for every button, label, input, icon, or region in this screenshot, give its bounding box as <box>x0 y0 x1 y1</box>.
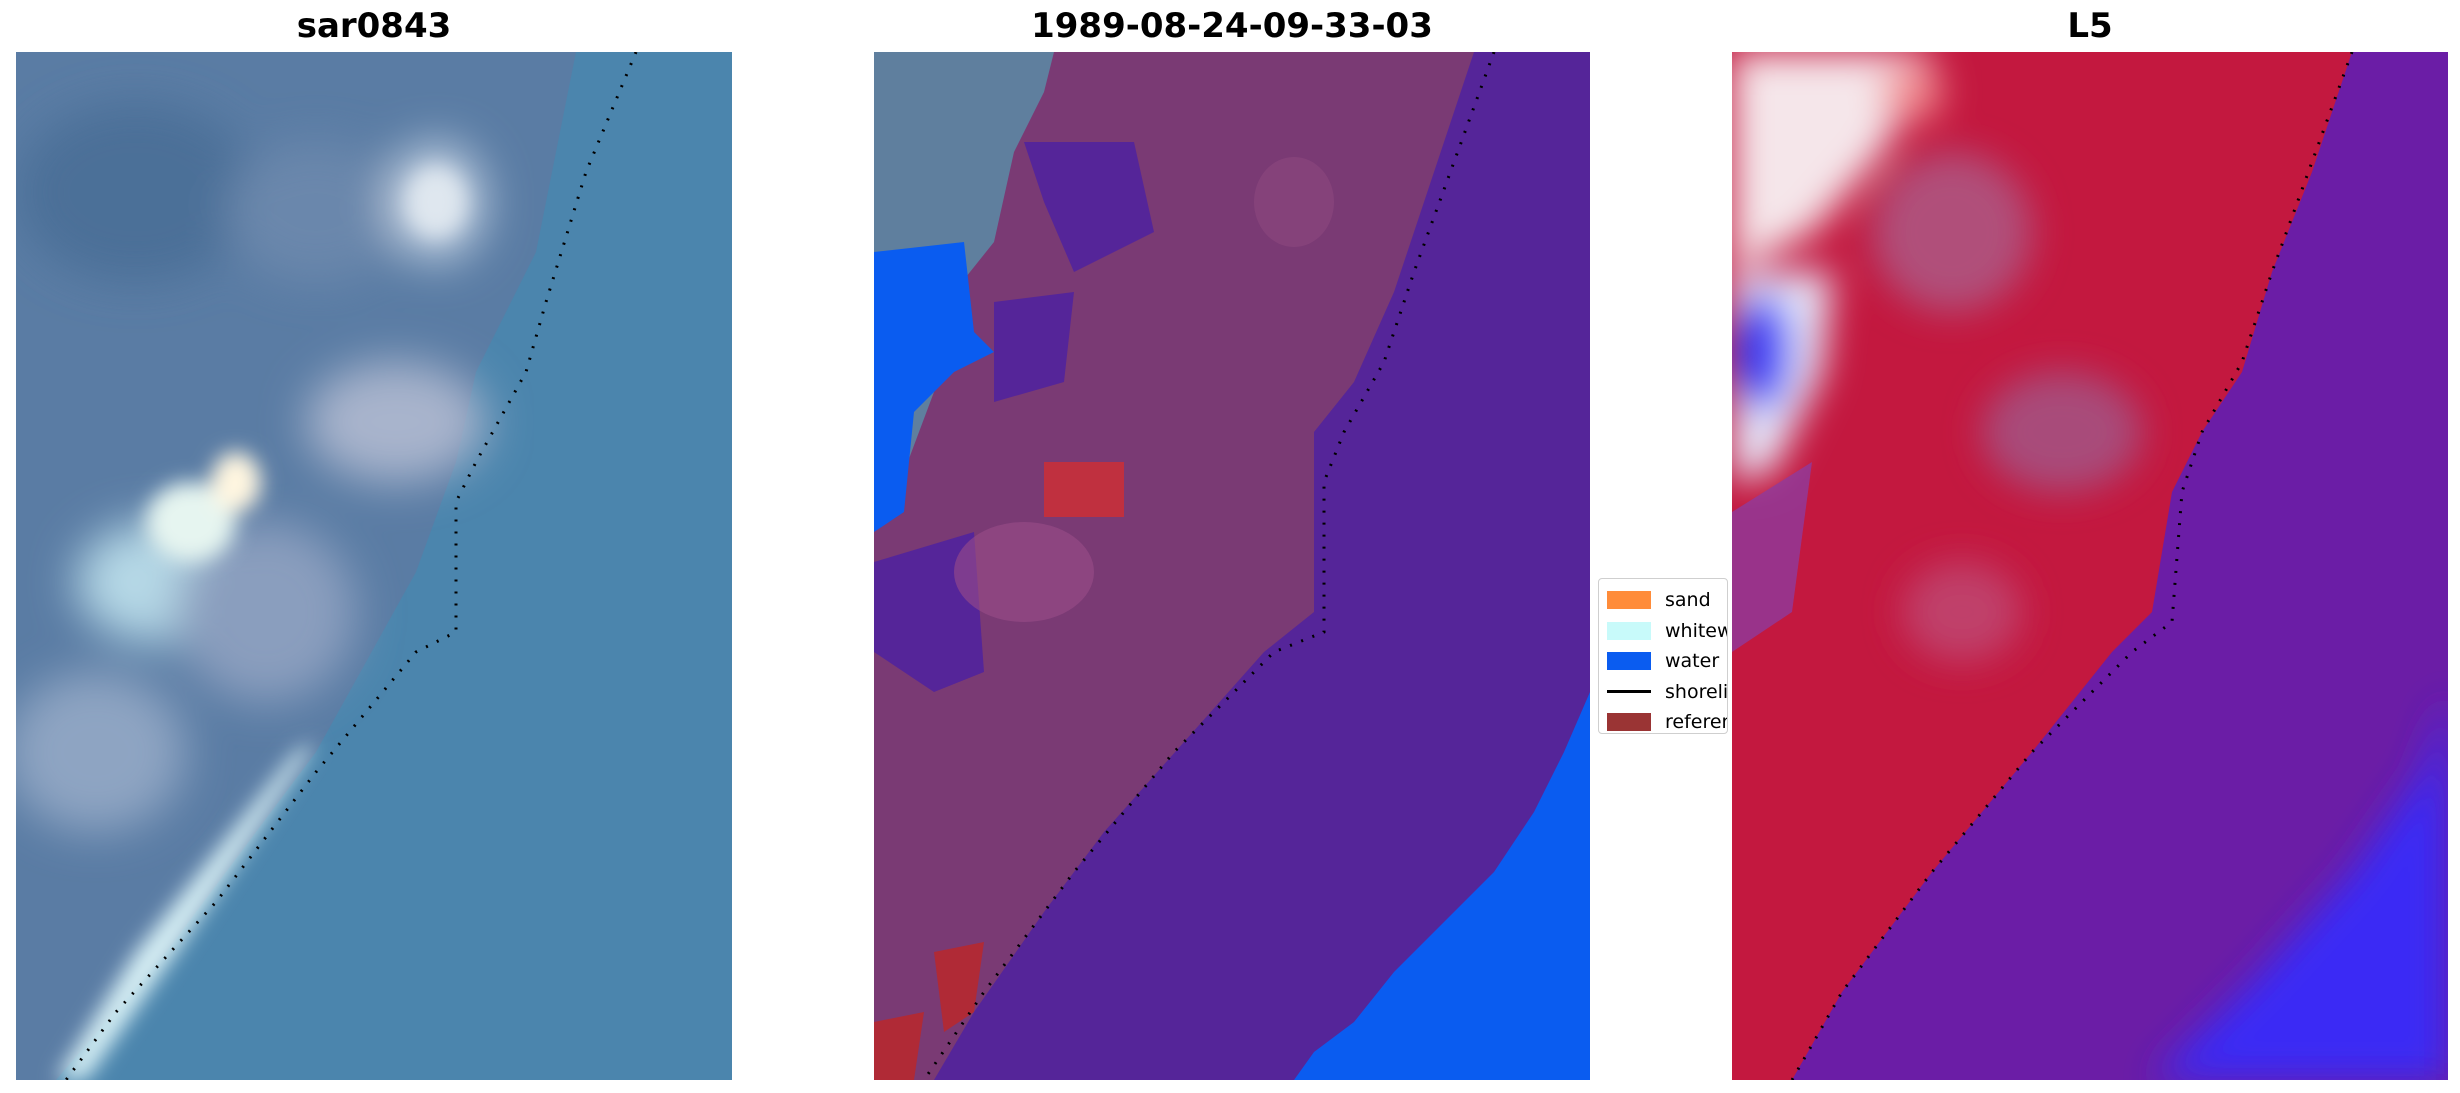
legend-swatch-shoreline <box>1607 690 1651 694</box>
legend-swatch-whitewater <box>1607 621 1651 640</box>
panel-title-rgb: sar0843 <box>296 6 452 46</box>
probability-image <box>1732 52 2448 1080</box>
legend-item-reference: reference <box>1607 707 1727 734</box>
probability-panel <box>1732 52 2448 1080</box>
legend-label: sand <box>1665 589 1711 612</box>
rgb-image <box>16 52 732 1080</box>
classification-panel <box>874 52 1590 1080</box>
legend-label: water <box>1665 650 1720 673</box>
legend-swatch-water <box>1607 652 1651 671</box>
classification-image <box>874 52 1590 1080</box>
rgb-image-panel <box>16 52 732 1080</box>
panel-title-probability: L5 <box>2067 6 2113 46</box>
panel-title-classification: 1989-08-24-09-33-03 <box>1031 6 1433 46</box>
legend-label: shoreline <box>1665 680 1728 703</box>
legend-item-water: water <box>1607 646 1727 677</box>
legend-label: reference <box>1665 711 1727 734</box>
legend-swatch-reference <box>1607 713 1651 732</box>
legend-swatch-sand <box>1607 591 1651 610</box>
legend-item-shoreline: shoreline <box>1607 677 1727 708</box>
legend-item-sand: sand <box>1607 585 1727 616</box>
